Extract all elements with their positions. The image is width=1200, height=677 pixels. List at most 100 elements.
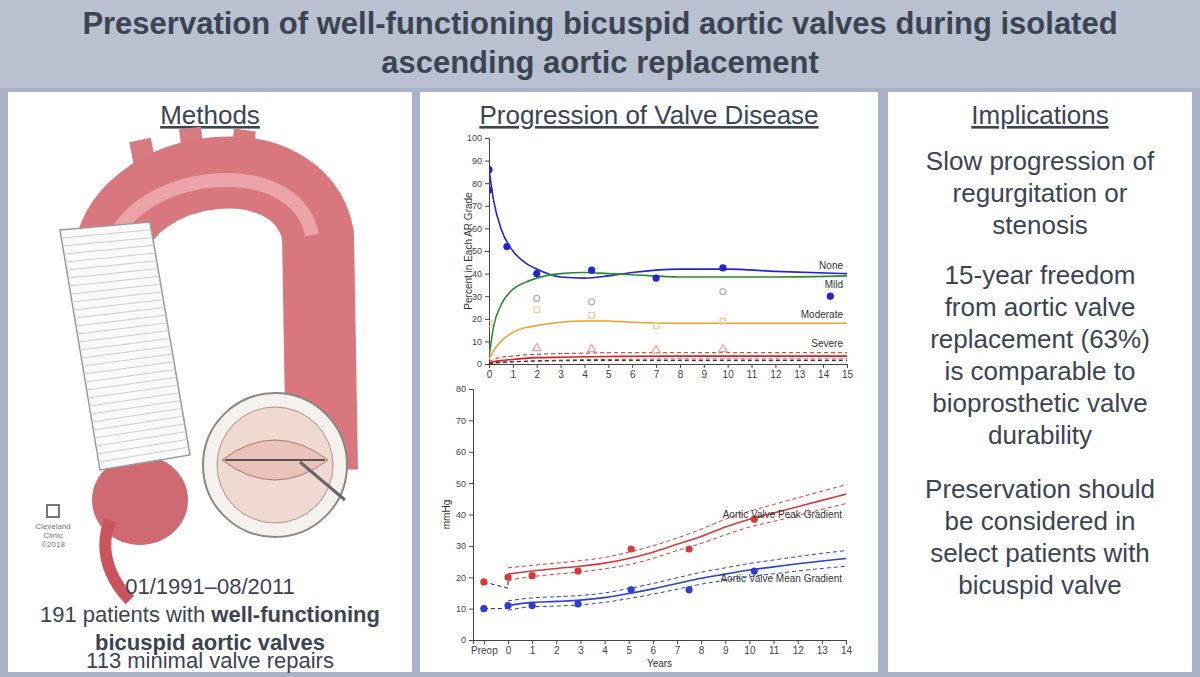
y-tick-label: 70 [456,416,466,426]
x-tick-label: 12 [770,369,782,380]
graft-rib [73,300,163,310]
x-axis-title: Years [647,658,672,669]
graft-rib [72,292,162,302]
y-tick-label: 90 [472,156,482,166]
data-point [587,345,595,352]
graft-rib [65,253,155,262]
graft-rib [93,416,183,430]
y-tick: 60 [472,224,489,234]
y-axis-title: mmHg [441,500,452,529]
x-tick: 9 [723,640,729,656]
x-tick-label: 9 [723,645,729,656]
y-tick-label: 40 [456,510,466,520]
canvas: Preservation of well-functioning bicuspi… [0,0,1200,677]
x-tick-label: 4 [602,645,608,656]
panel [8,92,412,672]
y-tick-mark [469,515,473,516]
x-tick: 5 [626,640,632,656]
x-tick-label: 4 [582,369,588,380]
y-tick-mark [485,228,489,229]
x-tick-label: 6 [651,645,657,656]
x-tick-mark [774,640,775,644]
data-point [628,587,634,593]
graft-rib [67,261,157,270]
series-line [508,558,846,605]
x-tick-label: 13 [817,645,829,656]
x-tick-mark [680,364,681,368]
x-tick-mark [725,640,726,644]
y-tick-label: 30 [456,541,466,551]
x-tick: 11 [769,640,780,656]
illustration: ClevelandClinic©2018 [35,128,347,600]
graft-rib [75,307,165,318]
y-tick: 0 [461,635,473,645]
series-labels: Aortic Valve Peak GradientAortic Valve M… [720,509,842,584]
data-point [686,546,692,552]
y-tick-mark [469,420,473,421]
y-tick-mark [469,389,473,390]
y-tick-mark [469,483,473,484]
data-point [720,289,726,295]
implication-line: Slow progression of [926,146,1155,176]
band-line [489,361,847,364]
graft-rib [99,447,189,462]
y-tick-label: 0 [461,635,466,645]
implication-line: is comparable to [945,356,1136,386]
y-tick-label: 0 [477,359,482,369]
x-tick-mark [556,640,557,644]
band-line [484,577,508,588]
credit: Clinic [43,531,63,540]
graft-rib [92,408,182,422]
chart: 0123456789101112131415010203040506070809… [463,133,853,380]
y-tick-label: 80 [472,179,482,189]
x-tick-label: 7 [654,369,660,380]
y-tick: 50 [472,246,489,256]
series-line [508,494,846,574]
x-tick-label: 1 [530,645,536,656]
series-line [489,321,847,359]
y-tick-label: 60 [456,447,466,457]
valve-inset [203,393,347,537]
x-tick-mark [537,364,538,368]
x-tick: 8 [678,364,684,380]
y-tick: 100 [467,133,489,143]
y-tick: 40 [456,510,473,520]
implication-line: bicuspid valve [958,570,1121,600]
data-point [589,299,595,305]
x-tick: 7 [654,364,660,380]
x-tick-mark [798,640,799,644]
y-tick: 50 [456,479,473,489]
title: ascending aortic replacement [381,45,819,80]
x-axis-line [490,365,848,369]
y-tick-mark [469,546,473,547]
implication-line: from aortic valve [945,292,1136,322]
y-tick-mark [485,206,489,207]
x-tick: 4 [582,364,588,380]
x-tick-label: 3 [578,645,584,656]
x-tick-label: 8 [699,645,705,656]
y-tick-mark [485,183,489,184]
implication-line: select patients with [930,538,1150,568]
x-tick-mark [584,364,585,368]
y-tick-label: 50 [456,479,466,489]
y-tick-label: 80 [456,384,466,394]
y-tick: 60 [456,447,473,457]
panel-heading: Methods [160,100,260,130]
x-tick-mark [608,364,609,368]
banner [0,0,1200,88]
y-tick-label: 10 [456,604,466,614]
y-tick-mark [485,251,489,252]
credit: Cleveland [35,522,71,531]
x-tick-label: 0 [487,369,493,380]
x-tick: 3 [578,640,584,656]
x-tick: Preop [471,640,498,656]
y-tick-mark [469,640,473,641]
x-tick-mark [847,364,848,368]
data-point [589,313,594,318]
x-tick: 2 [554,640,560,656]
x-tick-label: 10 [723,369,735,380]
x-tick-label: 1 [511,369,517,380]
y-tick-mark [469,452,473,453]
data-point [534,307,539,312]
logo [47,505,59,517]
